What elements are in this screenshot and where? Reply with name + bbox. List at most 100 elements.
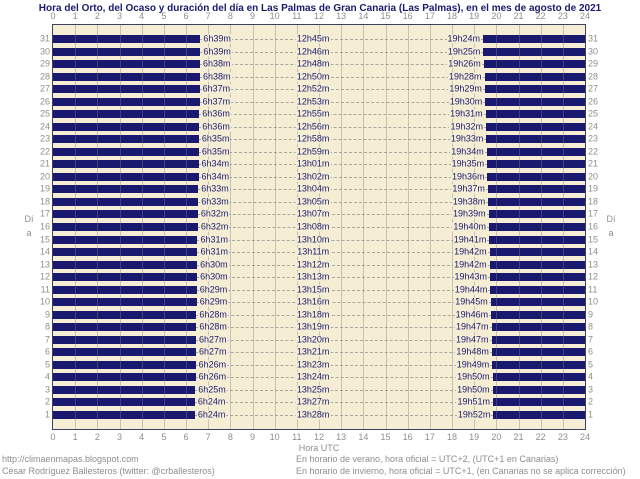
sunset-time-label: 19h25m (446, 46, 482, 57)
note-summer-time: En horario de verano, hora oficial = UTC… (296, 454, 559, 464)
day-row: 25 6h36m 12h55m 19h31m 25 (40, 108, 598, 121)
day-row: 7 6h27m 13h20m 19h47m 7 (45, 333, 593, 346)
daylight-duration-label: 13h25m (295, 384, 331, 395)
day-number-left: 7 (44, 334, 50, 345)
x-tick-label: 24 (579, 11, 591, 21)
x-tick-label: 7 (205, 11, 211, 21)
daylight-duration-label: 13h21m (295, 346, 331, 357)
x-tick-label: 23 (557, 432, 568, 442)
night-bar-evening (488, 222, 585, 231)
sunrise-time-label: 6h24m (196, 409, 227, 420)
night-bar-morning (53, 160, 199, 169)
x-tick-label: 15 (380, 11, 391, 21)
sunrise-time-label: 6h27m (197, 346, 228, 357)
day-row: 3 6h25m 13h25m 19h50m 3 (45, 383, 593, 396)
x-tick-label: 2 (94, 432, 100, 442)
night-bar-morning (53, 248, 198, 257)
sunset-time-label: 19h34m (450, 146, 485, 157)
daylight-duration-label: 13h05m (295, 196, 331, 207)
daylight-duration-label: 13h23m (295, 359, 331, 370)
daylight-dash-line (195, 352, 492, 354)
daylight-duration-label: 13h04m (295, 183, 331, 194)
plot-area: 31 6h39m 12h45m 19h24m 31 30 6h39m 12h46m 19h25m… (40, 24, 598, 430)
night-bar-evening (483, 35, 585, 44)
daylight-dash-line (200, 76, 485, 78)
day-number-right: 7 (588, 334, 594, 345)
night-bar-evening (489, 260, 585, 269)
day-number-right: 8 (588, 321, 594, 332)
x-tick-label: 3 (116, 11, 123, 21)
day-number-left: 12 (39, 271, 50, 282)
day-number-left: 14 (39, 246, 50, 257)
x-tick-label: 21 (513, 11, 524, 21)
x-tick-label: 14 (358, 432, 369, 442)
day-number-right: 31 (588, 33, 599, 44)
day-number-left: 16 (39, 221, 50, 232)
daylight-duration-label: 13h19m (295, 321, 331, 332)
day-number-left: 18 (39, 196, 50, 207)
daylight-dash-line (197, 239, 490, 241)
daylight-dash-line (200, 51, 484, 53)
sunrise-time-label: 6h28m (198, 309, 228, 320)
sunset-time-label: 19h45m (454, 296, 489, 307)
daylight-duration-label: 13h10m (295, 234, 331, 244)
daylight-duration-label: 12h56m (295, 121, 331, 132)
x-tick-label: 19 (469, 432, 480, 442)
daylight-dash-line (196, 327, 492, 329)
x-tick-label: 22 (535, 11, 546, 21)
day-row: 17 6h32m 13h07m 19h39m 17 (40, 208, 598, 221)
day-number-left: 2 (44, 396, 50, 407)
sunrise-time-label: 6h37m (201, 96, 232, 107)
day-row: 24 6h36m 12h56m 19h32m 24 (40, 121, 598, 134)
x-tick-label: 11 (292, 432, 302, 442)
x-tick-label: 5 (161, 11, 167, 21)
daylight-dash-line (197, 226, 489, 228)
x-tick-label: 13 (336, 432, 347, 442)
daylight-dash-line (194, 402, 494, 404)
x-tick-label: 12 (313, 432, 325, 442)
sunset-time-label: 19h31m (449, 108, 484, 119)
night-bar-evening (487, 160, 585, 169)
night-bar-evening (484, 85, 585, 94)
night-bar-evening (493, 398, 585, 407)
daylight-dash-line (198, 176, 488, 178)
x-tick-label: 16 (402, 11, 413, 21)
day-number-left: 6 (44, 346, 50, 357)
day-row: 31 6h39m 12h45m 19h24m 31 (40, 33, 598, 46)
night-bar-morning (53, 385, 196, 394)
x-tick-label: 20 (491, 432, 502, 442)
sunrise-time-label: 6h34m (200, 158, 231, 169)
daylight-duration-label: 12h59m (295, 146, 331, 157)
sunrise-time-label: 6h34m (200, 171, 231, 182)
day-number-left: 31 (39, 33, 50, 44)
sunset-time-label: 19h49m (455, 359, 491, 370)
night-bar-morning (53, 197, 199, 206)
x-tick-label: 0 (50, 11, 56, 21)
daylight-duration-label: 13h11m (296, 246, 331, 257)
sunrise-time-label: 6h25m (197, 384, 227, 395)
x-tick-label: 20 (491, 11, 502, 21)
y-axis-label-right: Día (606, 214, 616, 238)
daylight-dash-line (198, 189, 488, 191)
day-number-left: 11 (40, 284, 50, 295)
day-row: 28 6h38m 12h50m 19h28m 28 (40, 71, 598, 84)
day-number-right: 15 (588, 234, 599, 244)
daylight-duration-label: 13h07m (295, 208, 331, 219)
daylight-duration-label: 13h24m (295, 371, 331, 382)
day-number-left: 5 (44, 359, 50, 370)
day-number-right: 17 (588, 208, 599, 219)
daylight-duration-label: 13h27m (295, 396, 331, 407)
day-row: 13 6h30m 13h12m 19h42m 13 (40, 258, 598, 271)
sunset-time-label: 19h33m (449, 133, 485, 144)
daylight-duration-label: 13h01m (295, 158, 331, 169)
day-number-left: 21 (39, 158, 50, 169)
night-bar-evening (491, 310, 585, 319)
x-tick-label: 18 (446, 11, 458, 21)
day-row: 5 6h26m 13h23m 19h49m 5 (45, 358, 593, 371)
day-number-left: 13 (39, 259, 50, 270)
sunrise-time-label: 6h38m (202, 71, 232, 82)
daylight-duration-label: 13h18m (295, 309, 331, 320)
day-number-left: 15 (39, 234, 50, 244)
day-number-right: 29 (588, 58, 599, 69)
